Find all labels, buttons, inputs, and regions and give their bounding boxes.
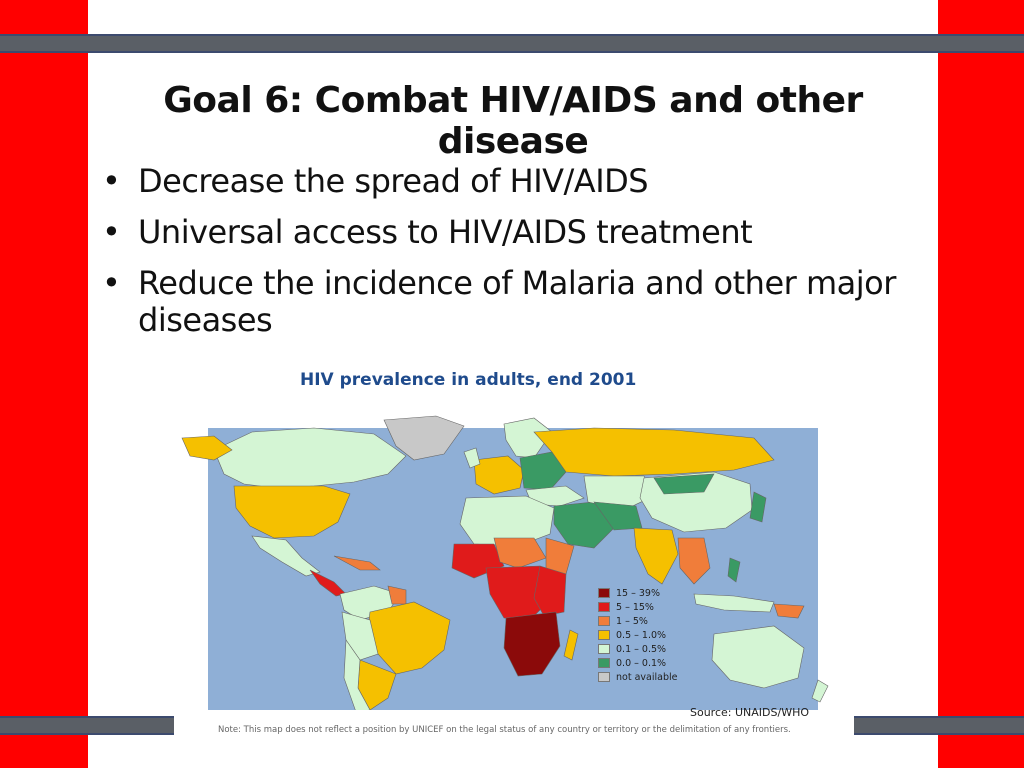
left-red-border — [0, 0, 88, 768]
legend-swatch — [598, 602, 610, 612]
bullet-text: Decrease the spread of HIV/AIDS — [138, 162, 649, 200]
legend-swatch — [598, 672, 610, 682]
legend-label: not available — [616, 671, 678, 683]
bullet-dot: • — [102, 162, 121, 200]
legend-label: 1 – 5% — [616, 615, 648, 627]
bullet-dot: • — [102, 213, 121, 251]
slide-title: Goal 6: Combat HIV/AIDS and other diseas… — [163, 80, 863, 162]
legend-label: 0.5 – 1.0% — [616, 629, 667, 641]
legend-row: 0.0 – 0.1% — [598, 656, 677, 670]
legend-row: 0.5 – 1.0% — [598, 628, 677, 642]
indonesia — [693, 593, 775, 613]
india — [633, 527, 679, 585]
bullet-item: • Universal access to HIV/AIDS treatment — [98, 214, 898, 251]
bullet-text: Universal access to HIV/AIDS treatment — [138, 213, 753, 251]
alaska — [181, 435, 233, 461]
map-legend: 15 – 39% 5 – 15% 1 – 5% 0.5 – 1.0% 0.1 –… — [598, 586, 677, 684]
sahel — [493, 537, 547, 569]
legend-swatch — [598, 616, 610, 626]
philippines — [727, 557, 741, 583]
papua — [773, 603, 805, 619]
russia — [533, 427, 775, 477]
right-red-border — [938, 0, 1024, 768]
legend-label: 5 – 15% — [616, 601, 654, 613]
legend-swatch — [598, 630, 610, 640]
legend-label: 0.0 – 0.1% — [616, 657, 667, 669]
bottom-divider-bar-right — [854, 716, 1024, 735]
bullet-text: Reduce the incidence of Malaria and othe… — [138, 264, 896, 339]
madagascar — [563, 629, 579, 661]
world-hiv-map — [181, 415, 829, 710]
greenland — [383, 415, 465, 461]
iran-afghanistan — [593, 501, 643, 531]
peru-bolivia — [341, 611, 379, 661]
bullet-item: • Reduce the incidence of Malaria and oth… — [98, 265, 898, 339]
bottom-divider-bar-left — [0, 716, 174, 735]
legend-row: 0.1 – 0.5% — [598, 642, 677, 656]
legend-swatch — [598, 644, 610, 654]
bullet-list: • Decrease the spread of HIV/AIDS • Univer… — [98, 163, 898, 353]
southern-africa — [503, 611, 561, 677]
legend-row: 15 – 39% — [598, 586, 677, 600]
bullet-item: • Decrease the spread of HIV/AIDS — [98, 163, 898, 200]
central-asia — [583, 475, 655, 511]
mongolia — [653, 473, 715, 495]
legend-swatch — [598, 658, 610, 668]
uk — [463, 447, 481, 469]
usa — [233, 485, 351, 539]
top-divider-bar — [0, 34, 1024, 53]
legend-row: 5 – 15% — [598, 600, 677, 614]
map-note: Note: This map does not reflect a positi… — [218, 725, 791, 735]
chile — [343, 639, 371, 710]
eastern-europe — [519, 451, 567, 491]
legend-label: 15 – 39% — [616, 587, 660, 599]
caribbean — [333, 555, 381, 571]
legend-row: not available — [598, 670, 677, 684]
australia — [711, 625, 805, 689]
map-title: HIV prevalence in adults, end 2001 — [300, 370, 637, 390]
map-source: Source: UNAIDS/WHO — [690, 706, 809, 719]
legend-row: 1 – 5% — [598, 614, 677, 628]
bullet-dot: • — [102, 264, 121, 302]
new-zealand — [811, 679, 829, 703]
legend-swatch — [598, 588, 610, 598]
japan — [749, 491, 767, 523]
southeast-asia — [677, 537, 711, 585]
canada — [213, 427, 407, 489]
western-europe — [473, 455, 525, 495]
legend-label: 0.1 – 0.5% — [616, 643, 667, 655]
